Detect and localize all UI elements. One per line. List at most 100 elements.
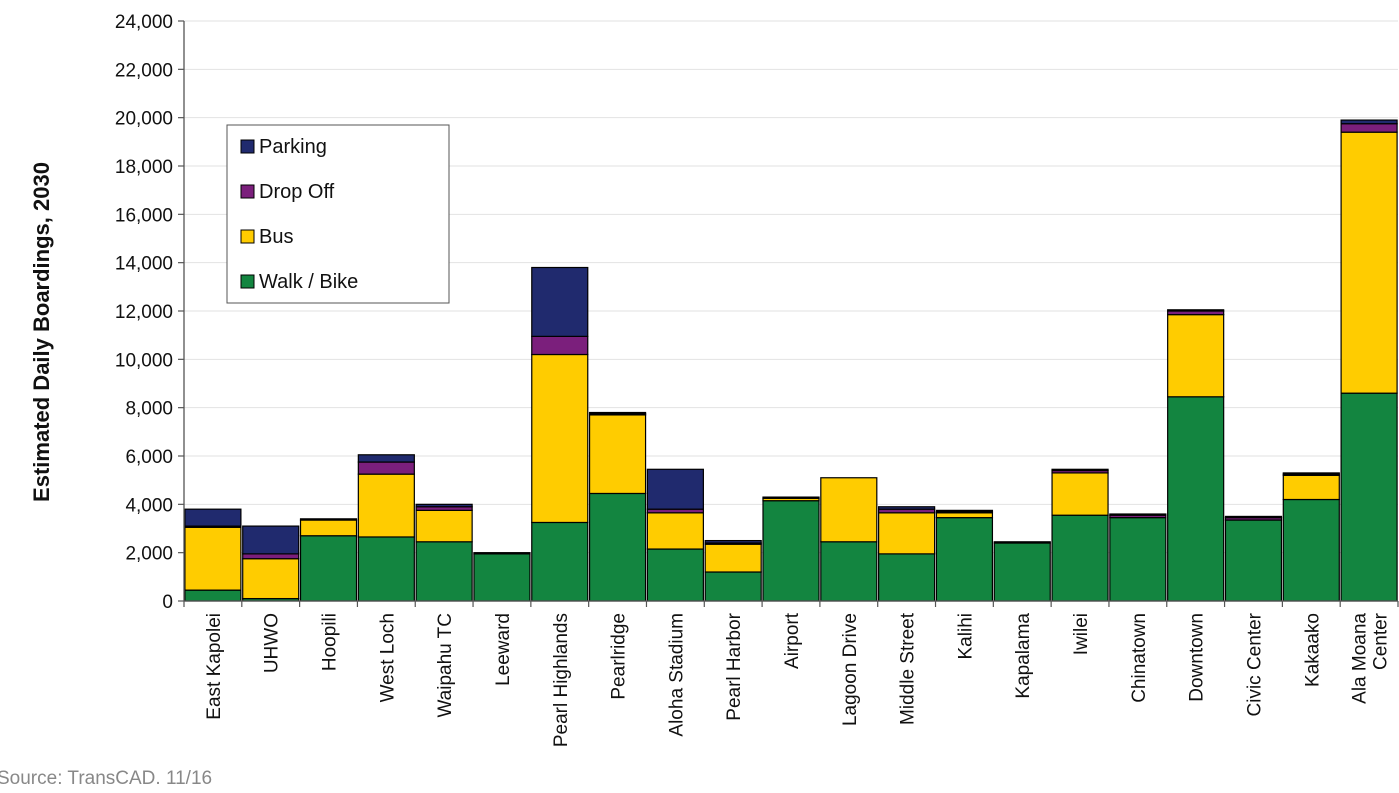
y-tick-label: 18,000 xyxy=(115,157,173,178)
x-category-label: Lagoon Drive xyxy=(840,613,861,726)
x-category-label: Hoopili xyxy=(320,613,341,671)
y-tick-label: 2,000 xyxy=(125,544,173,565)
x-category-label: Kakaako xyxy=(1302,613,1323,687)
bar-segment xyxy=(1167,309,1225,312)
bar-segment xyxy=(762,496,820,499)
bar-segment xyxy=(820,541,878,602)
bar-segment xyxy=(184,508,242,527)
legend-swatch xyxy=(240,184,255,199)
bar-segment xyxy=(299,519,358,537)
bar-segment xyxy=(242,525,300,555)
y-tick-label: 6,000 xyxy=(125,447,173,468)
x-category-label: Iwilei xyxy=(1071,613,1092,655)
bar-segment xyxy=(704,539,762,544)
y-tick-label: 20,000 xyxy=(115,109,173,130)
bar-segment xyxy=(993,542,1051,602)
y-tick-label: 14,000 xyxy=(115,254,173,275)
x-category-label: UHWO xyxy=(262,613,283,673)
bar-segment xyxy=(878,553,936,602)
bar-segment xyxy=(1051,514,1109,602)
bar-segment xyxy=(531,335,589,356)
y-tick-label: 8,000 xyxy=(125,399,173,420)
bar-segment xyxy=(415,503,473,508)
x-category-label: Ala Moana xyxy=(1350,613,1371,704)
bar-segment xyxy=(357,473,415,538)
x-category-label: Waipahu TC xyxy=(435,613,456,718)
x-category-label: Downtown xyxy=(1187,613,1208,702)
bar-segment xyxy=(531,266,589,337)
bar-segment xyxy=(242,553,300,560)
y-tick-label: 24,000 xyxy=(115,12,173,33)
bar-segment xyxy=(1167,396,1225,602)
bar-segment xyxy=(646,468,704,510)
bar-segment xyxy=(704,571,762,602)
bar-segment xyxy=(1282,498,1340,602)
legend-swatch xyxy=(240,139,255,154)
legend-label: Walk / Bike xyxy=(259,271,358,293)
bar-segment xyxy=(1340,119,1398,125)
bar-segment xyxy=(357,461,415,475)
bar-segment xyxy=(1224,515,1283,519)
axes xyxy=(178,20,1399,607)
bar-segment xyxy=(299,535,358,602)
y-tick-label: 0 xyxy=(162,592,173,613)
bar-segment xyxy=(588,492,647,602)
bar-segment xyxy=(1109,517,1167,602)
bar-segment xyxy=(1340,123,1398,133)
bar-segment xyxy=(415,541,473,602)
y-tick-label: 12,000 xyxy=(115,302,173,323)
bar-segment xyxy=(1109,513,1167,516)
legend-box xyxy=(226,124,450,304)
bar-segment xyxy=(878,506,936,510)
x-category-label: Pearl Highlands xyxy=(551,613,572,747)
bar-segment xyxy=(646,548,704,602)
bar-segment xyxy=(357,454,415,463)
bar-segment xyxy=(357,536,415,602)
bar-segment xyxy=(1051,468,1109,472)
legend-label: Parking xyxy=(259,136,327,158)
y-tick-label: 4,000 xyxy=(125,495,173,516)
bar-segment xyxy=(1167,314,1225,398)
bar-segment xyxy=(1340,131,1398,394)
bar-segment xyxy=(588,414,647,495)
x-category-label: Pearlridge xyxy=(609,613,630,700)
y-axis-label: Estimated Daily Boardings, 2030 xyxy=(29,162,54,502)
bar-segment xyxy=(1340,392,1398,602)
bars xyxy=(184,119,1398,602)
legend-swatch xyxy=(240,229,255,244)
legend-swatch xyxy=(240,274,255,289)
bar-segment xyxy=(704,543,762,573)
legend: Parking Drop Off Bus Walk / Bike xyxy=(226,124,450,304)
bar-segment xyxy=(1282,474,1340,501)
x-category-label: Airport xyxy=(782,612,803,669)
bar-segment xyxy=(1282,472,1340,475)
x-category-label: Middle Street xyxy=(898,612,919,725)
y-tick-label: 22,000 xyxy=(115,60,173,81)
bar-segment xyxy=(473,552,531,555)
bar-segment xyxy=(762,500,820,602)
bar-segment xyxy=(588,411,647,415)
bar-segment xyxy=(935,512,994,519)
x-category-label: Center xyxy=(1371,612,1392,670)
bar-segment xyxy=(531,353,589,524)
y-tick-label: 16,000 xyxy=(115,205,173,226)
bar-segment xyxy=(1224,519,1283,602)
bar-segment xyxy=(878,512,936,555)
x-category-label: Kalihi xyxy=(955,613,976,659)
x-category-label: Civic Center xyxy=(1244,612,1265,716)
x-category-label: East Kapolei xyxy=(204,613,225,720)
x-category-labels: East Kapolei UHWO Hoopili West Loch Waipahu … xyxy=(204,612,1392,747)
legend-label: Bus xyxy=(259,226,293,248)
x-category-label: Leeward xyxy=(493,613,514,686)
bar-segment xyxy=(1051,472,1109,516)
bar-segment xyxy=(473,553,531,602)
x-category-label: Pearl Harbor xyxy=(724,612,745,720)
bar-segment xyxy=(820,477,878,543)
bar-segment xyxy=(242,558,300,600)
legend-label: Drop Off xyxy=(259,181,335,203)
bar-segment xyxy=(993,541,1051,544)
bar-segment xyxy=(531,521,589,602)
bar-segment xyxy=(184,589,242,602)
bar-segment xyxy=(646,512,704,550)
